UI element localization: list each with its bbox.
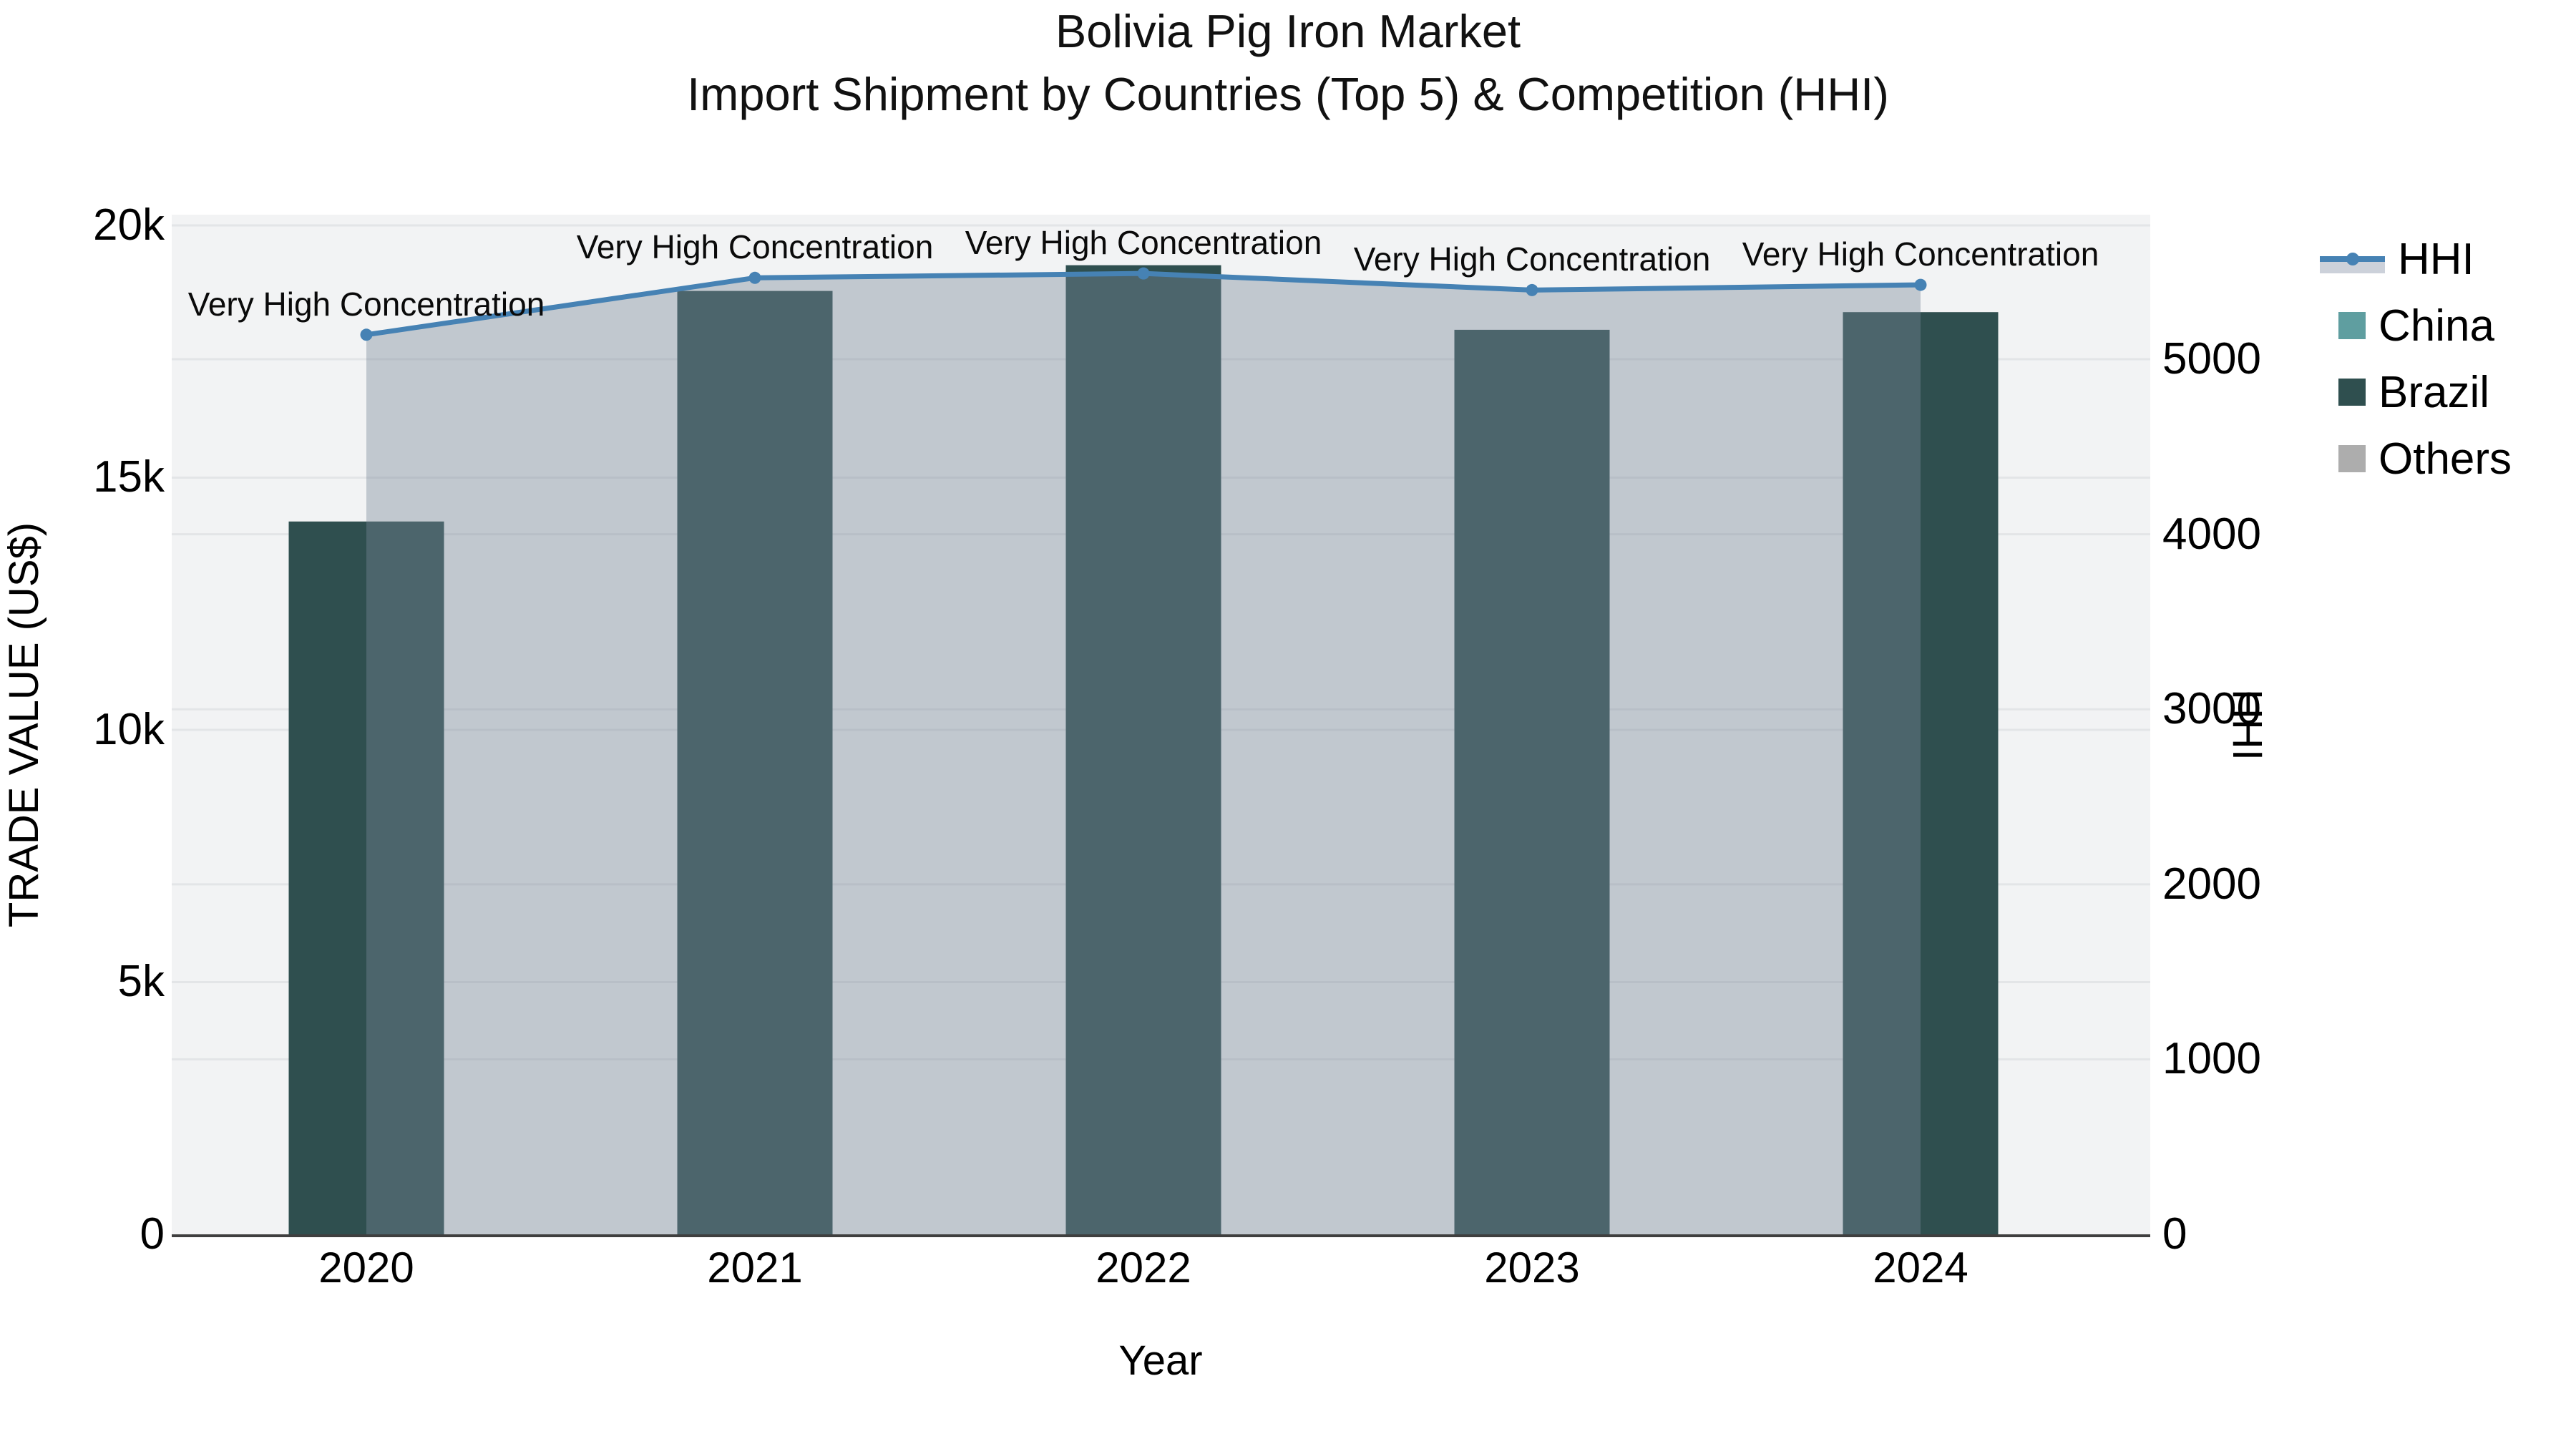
y-tick-left-0: 0 [140, 1209, 165, 1259]
legend-label-others: Others [2379, 434, 2512, 484]
x-tick-2022: 2022 [1096, 1244, 1191, 1292]
y-tick-left-5k: 5k [117, 957, 165, 1007]
legend-label-china: China [2379, 301, 2494, 351]
y-tick-left-20k: 20k [93, 200, 165, 250]
y-axis-title-right: HHI [2224, 689, 2270, 761]
chart-title-line2: Import Shipment by Countries (Top 5) & C… [687, 68, 1889, 120]
annotation-2022: Very High Concentration [965, 224, 1322, 262]
hhi-marker-2021[interactable] [748, 271, 761, 284]
hhi-marker-2024[interactable] [1914, 278, 1927, 291]
hhi-marker-2022[interactable] [1137, 267, 1150, 280]
y-tick-right-5000: 5000 [2162, 334, 2261, 384]
others-swatch-icon [2338, 445, 2366, 472]
hhi-marker-2020[interactable] [360, 328, 373, 341]
annotation-2020: Very High Concentration [187, 285, 545, 323]
bar-brazil-2022[interactable] [1065, 265, 1221, 1234]
legend-item-brazil[interactable]: Brazil [2320, 368, 2512, 417]
legend: HHI China Brazil Others [2320, 235, 2512, 484]
y-tick-right-0: 0 [2162, 1209, 2187, 1259]
china-swatch-icon [2338, 312, 2366, 339]
bar-brazil-2024[interactable] [1843, 312, 1999, 1234]
x-axis-title: Year [1118, 1337, 1203, 1384]
legend-label-hhi: HHI [2398, 234, 2474, 284]
brazil-swatch-icon [2338, 379, 2366, 406]
hhi-line-sample-icon [2320, 237, 2385, 281]
hhi-marker-2023[interactable] [1526, 283, 1538, 296]
y-tick-left-10k: 10k [93, 704, 165, 754]
plot-area[interactable] [172, 215, 2150, 1237]
annotation-2024: Very High Concentration [1742, 235, 2099, 273]
chart-title-line1: Bolivia Pig Iron Market [1055, 5, 1521, 57]
x-tick-2023: 2023 [1484, 1244, 1580, 1292]
y-tick-right-4000: 4000 [2162, 509, 2261, 559]
annotation-2021: Very High Concentration [576, 228, 934, 266]
plot-svg [172, 224, 2150, 1234]
y-tick-right-1000: 1000 [2162, 1034, 2261, 1084]
y-tick-right-2000: 2000 [2162, 859, 2261, 909]
legend-item-others[interactable]: Others [2320, 434, 2512, 484]
annotation-2023: Very High Concentration [1353, 240, 1711, 278]
bar-brazil-2021[interactable] [677, 291, 833, 1234]
x-tick-2020: 2020 [318, 1244, 414, 1292]
y-tick-left-15k: 15k [93, 452, 165, 502]
legend-label-brazil: Brazil [2379, 367, 2490, 417]
bar-brazil-2023[interactable] [1454, 329, 1610, 1234]
legend-item-china[interactable]: China [2320, 301, 2512, 351]
hhi-area-fill [366, 273, 1921, 1234]
x-tick-2021: 2021 [707, 1244, 803, 1292]
x-tick-2024: 2024 [1873, 1244, 1968, 1292]
chart-title: Bolivia Pig Iron Market Import Shipment b… [0, 0, 2576, 126]
y-axis-title-left: TRADE VALUE (US$) [1, 522, 47, 928]
bar-brazil-2020[interactable] [288, 521, 444, 1234]
legend-item-hhi[interactable]: HHI [2320, 235, 2512, 284]
y-tick-right-3000: 3000 [2162, 684, 2261, 734]
